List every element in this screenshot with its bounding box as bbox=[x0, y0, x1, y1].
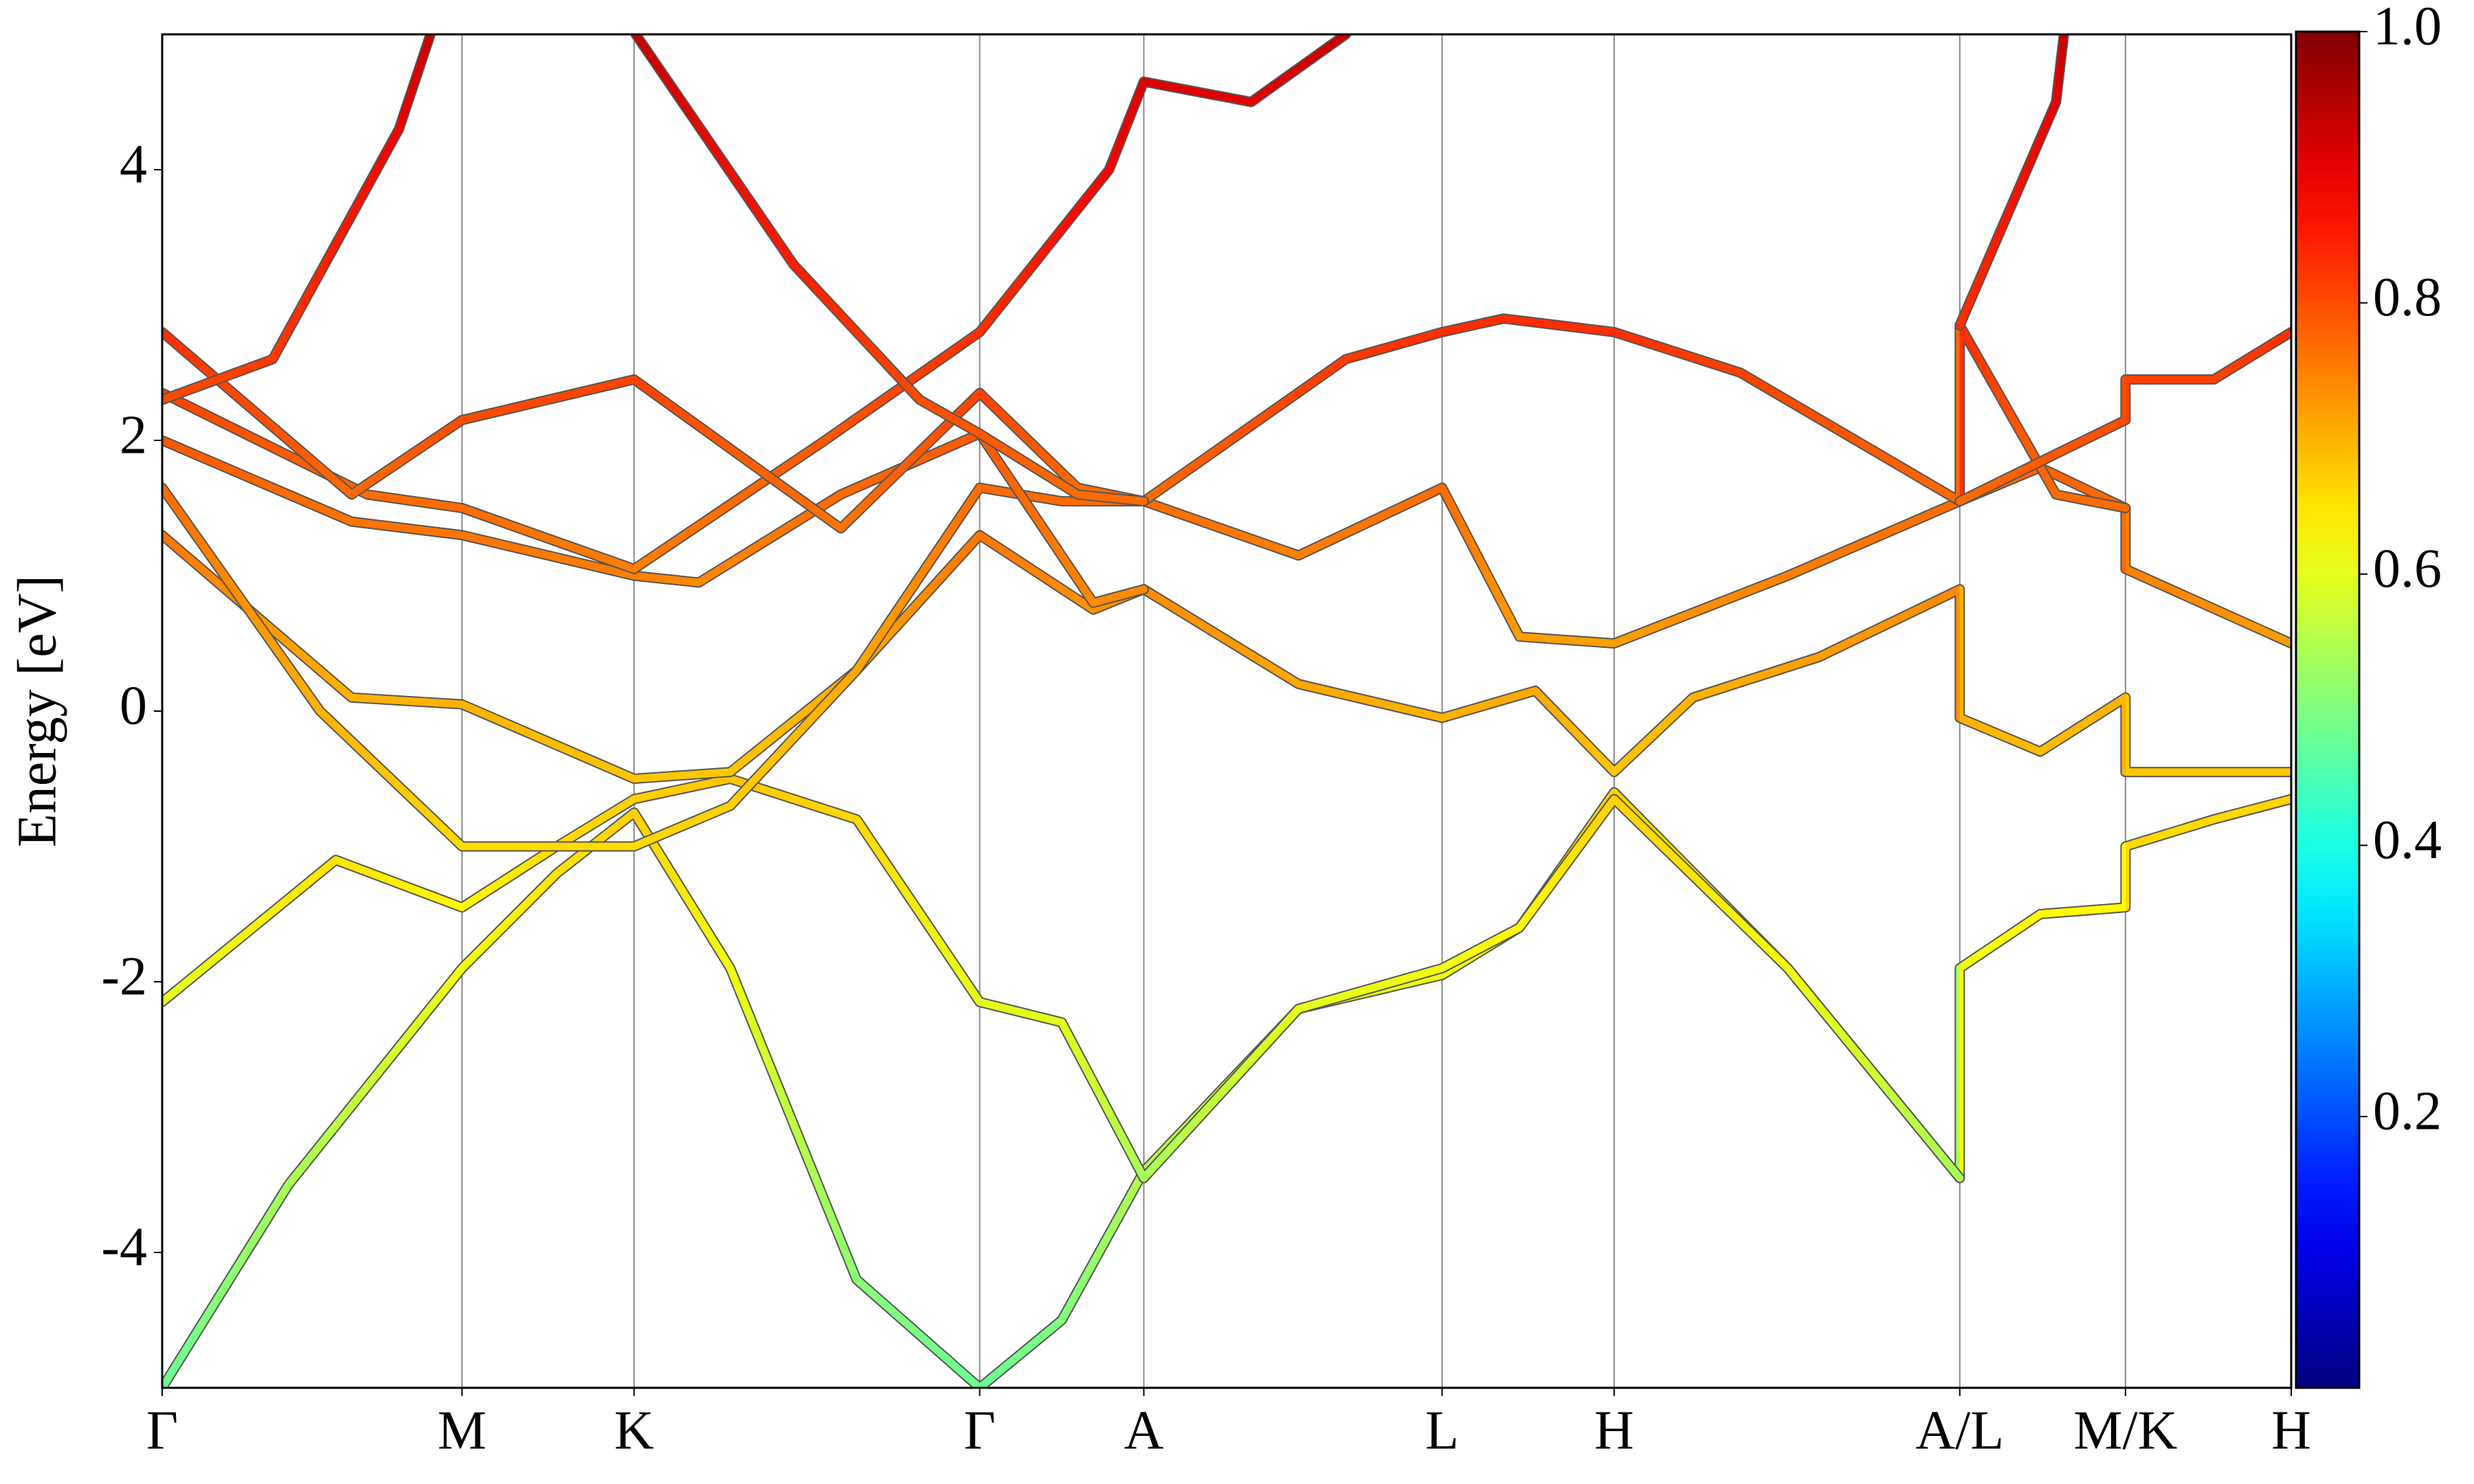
colorbar-tick-label: 0.2 bbox=[2373, 1081, 2442, 1142]
band-line bbox=[162, 531, 2291, 783]
x-tick-label: L bbox=[1425, 1400, 1459, 1461]
colorbar-tick-label: 0.4 bbox=[2373, 810, 2442, 870]
colorbar-tick-label: 0.6 bbox=[2373, 539, 2442, 599]
band-outline bbox=[162, 462, 2291, 852]
band-line bbox=[1956, 328, 2291, 506]
band-outline bbox=[162, 774, 1965, 1184]
y-tick-label: 4 bbox=[120, 134, 147, 194]
y-tick-label: 2 bbox=[120, 405, 147, 465]
y-axis-label: Energy [eV] bbox=[7, 575, 67, 847]
y-tick-label: -2 bbox=[101, 946, 147, 1007]
band-line bbox=[1956, 34, 2068, 330]
x-tick-label: A/L bbox=[1915, 1400, 2004, 1461]
colorbar bbox=[2295, 30, 2361, 1389]
band-line bbox=[632, 34, 1148, 506]
colorbar-tick-label: 1.0 bbox=[2373, 0, 2442, 56]
band-line bbox=[162, 775, 1964, 1182]
x-tick-label: H bbox=[2271, 1400, 2311, 1461]
plot-area bbox=[162, 34, 2291, 1388]
x-tick-label: Γ bbox=[963, 1400, 995, 1461]
band-line bbox=[162, 315, 2130, 532]
x-tick-label: A bbox=[1124, 1400, 1164, 1461]
x-tick-label: M/K bbox=[2073, 1400, 2177, 1461]
y-tick-label: -4 bbox=[101, 1217, 147, 1277]
x-tick-label: Γ bbox=[146, 1400, 178, 1461]
colorbar-tick-label: 0.8 bbox=[2373, 267, 2442, 328]
x-tick-label: K bbox=[614, 1400, 654, 1461]
band-outline bbox=[162, 530, 2291, 784]
band-outline bbox=[162, 34, 436, 405]
plot-frame bbox=[161, 33, 2293, 1389]
band-line bbox=[162, 34, 434, 404]
x-tick-label: M bbox=[438, 1400, 487, 1461]
band-line bbox=[162, 463, 2291, 851]
x-tick-label: H bbox=[1594, 1400, 1634, 1461]
band-line bbox=[162, 429, 1148, 607]
y-tick-label: 0 bbox=[120, 675, 147, 736]
